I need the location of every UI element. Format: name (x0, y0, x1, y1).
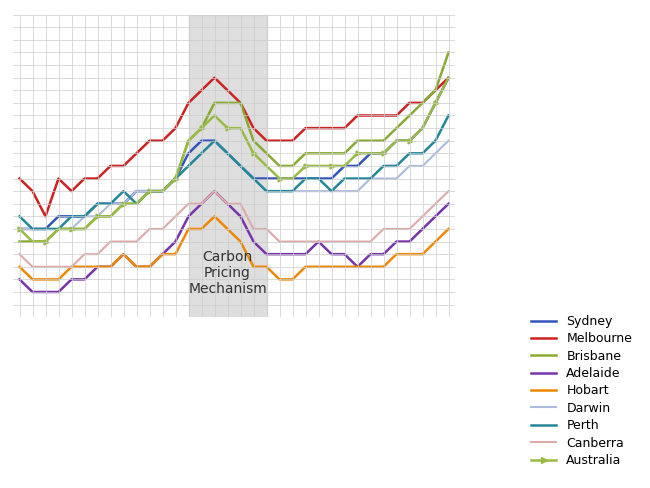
Bar (188, 15, 266, 317)
Legend: Sydney, Melbourne, Brisbane, Adelaide, Hobart, Darwin, Perth, Canberra, Australi: Sydney, Melbourne, Brisbane, Adelaide, H… (526, 310, 637, 472)
Text: Carbon
Pricing
Mechanism: Carbon Pricing Mechanism (188, 250, 267, 296)
